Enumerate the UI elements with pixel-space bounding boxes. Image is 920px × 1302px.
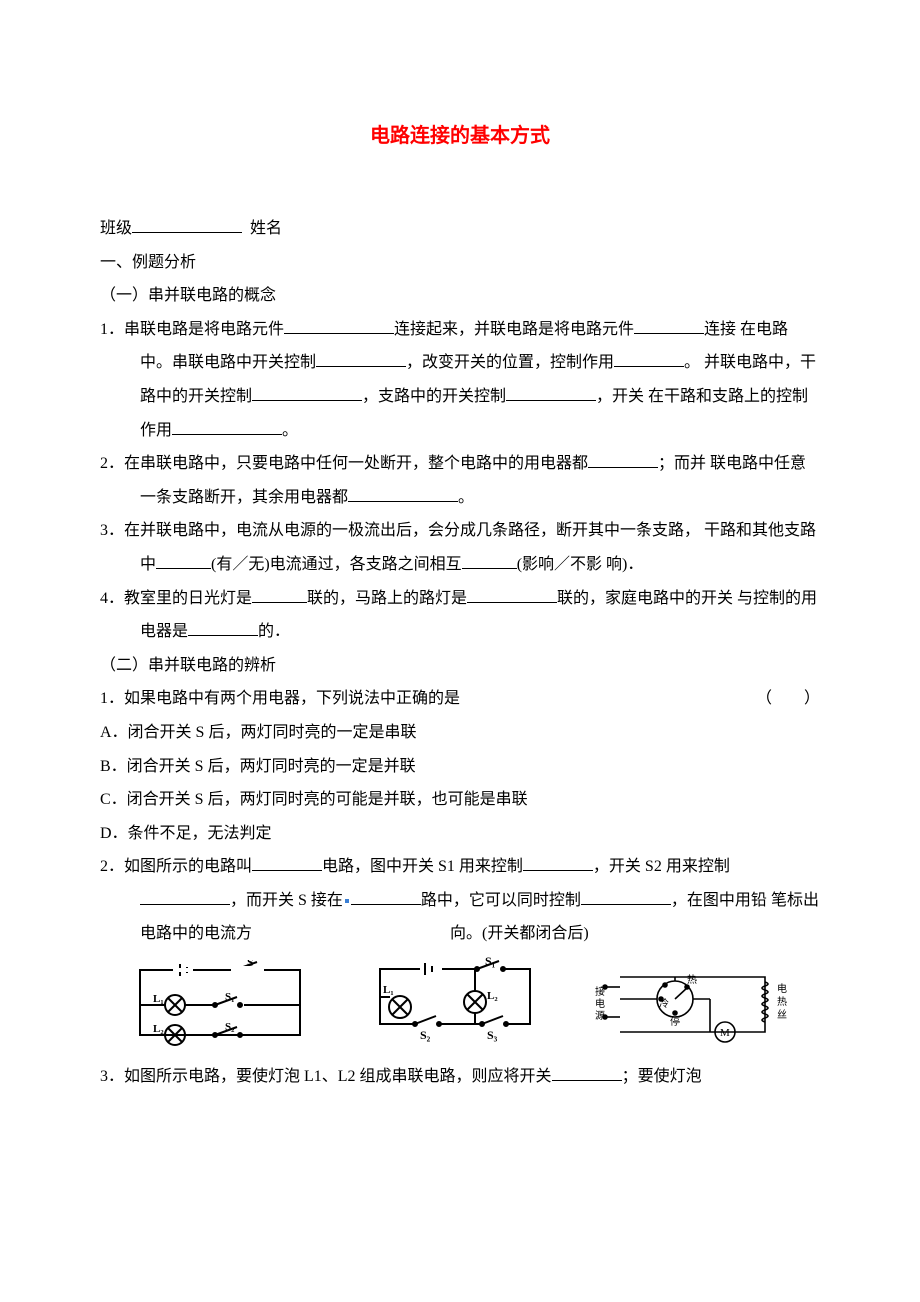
q2b-text: ，在图中用铅 bbox=[671, 892, 767, 909]
subsection-1-heading: （一）串并联电路的概念 bbox=[100, 279, 820, 313]
q2b-text: ，而开关 S 接在 bbox=[230, 892, 343, 909]
circuit-diagram-3: 热 冷 停 M 接 电 源 电 热 丝 bbox=[595, 957, 795, 1052]
blank[interactable] bbox=[252, 384, 362, 401]
class-label: 班级 bbox=[100, 220, 132, 237]
q3-text: (影响／不影 bbox=[517, 556, 602, 573]
blank[interactable] bbox=[140, 888, 230, 905]
blank[interactable] bbox=[172, 418, 282, 435]
q4-text: 联的，马路上的路灯是 bbox=[307, 590, 467, 607]
circuit-diagrams-row: S L₁ S₁ L₂ S₂ bbox=[100, 957, 820, 1052]
page-title: 电路连接的基本方式 bbox=[100, 115, 820, 157]
q2b-text: 2．如图所示的电路叫 bbox=[100, 858, 252, 875]
d3-src1: 接 bbox=[595, 985, 605, 998]
d3-h1: 电 bbox=[777, 982, 787, 995]
q1-text: 。 bbox=[684, 354, 700, 371]
marker-dot-icon bbox=[345, 899, 349, 903]
mc1-optB: B．闭合开关 S 后，两灯同时亮的一定是并联 bbox=[100, 750, 820, 784]
q1: 1．串联电路是将电路元件连接起来，并联电路是将电路元件连接 在电路中。串联电路中… bbox=[100, 313, 820, 447]
header-line: 班级 姓名 bbox=[100, 212, 820, 246]
q1-text: ，改变开关的位置，控制作用 bbox=[406, 354, 614, 371]
q2: 2．在串联电路中，只要电路中任何一处断开，整个电路中的用电器都；而并 联电路中任… bbox=[100, 447, 820, 514]
circuit-diagram-2: S₁ L₁ L₂ S₂ S₃ bbox=[365, 957, 545, 1052]
section-1-heading: 一、例题分析 bbox=[100, 246, 820, 280]
blank[interactable] bbox=[581, 888, 671, 905]
q1-text: 。 bbox=[282, 422, 298, 439]
mc1-stem-text: 1．如果电路中有两个用电器，下列说法中正确的是 bbox=[100, 690, 460, 707]
q1-text: ，支路中的开关控制 bbox=[362, 388, 506, 405]
q1-text: ，开关 bbox=[596, 388, 644, 405]
d1-S: S bbox=[247, 960, 254, 969]
q3-text: (有／无)电流通过，各支路之间相互 bbox=[211, 556, 462, 573]
d2-S3: S₃ bbox=[487, 1028, 498, 1042]
circuit-diagram-1: S L₁ S₁ L₂ S₂ bbox=[125, 960, 315, 1050]
d2-S1: S₁ bbox=[485, 957, 496, 968]
blank[interactable] bbox=[467, 586, 557, 603]
mc1-stem: 1．如果电路中有两个用电器，下列说法中正确的是 （ ） bbox=[100, 682, 820, 716]
d3-hot: 热 bbox=[687, 973, 697, 986]
d2-L1: L₁ bbox=[383, 984, 394, 996]
name-label: 姓名 bbox=[250, 220, 282, 237]
blank[interactable] bbox=[588, 451, 658, 468]
d1-L1: L₁ bbox=[153, 993, 164, 1005]
q3b: 3．如图所示电路，要使灯泡 L1、L2 组成串联电路，则应将开关 ；要使灯泡 bbox=[100, 1060, 820, 1094]
q1-text: 连接 bbox=[704, 321, 736, 338]
q1-text: 连接起来，并联电路是将电路元件 bbox=[394, 321, 634, 338]
blank[interactable] bbox=[462, 552, 517, 569]
q2-text: 。 bbox=[458, 489, 474, 506]
blank[interactable] bbox=[614, 350, 684, 367]
blank[interactable] bbox=[552, 1064, 622, 1081]
d3-h3: 丝 bbox=[777, 1009, 787, 1021]
blank[interactable] bbox=[634, 317, 704, 334]
q2-text: 2．在串联电路中，只要电路中任何一处断开，整个电路中的用电器都 bbox=[100, 455, 588, 472]
q1-text: 1．串联电路是将电路元件 bbox=[100, 321, 284, 338]
blank[interactable] bbox=[351, 888, 421, 905]
d2-S2: S₂ bbox=[420, 1028, 431, 1042]
blank[interactable] bbox=[506, 384, 596, 401]
blank[interactable] bbox=[252, 854, 322, 871]
blank[interactable] bbox=[156, 552, 211, 569]
q4: 4．教室里的日光灯是联的，马路上的路灯是联的，家庭电路中的开关 与控制的用电器是… bbox=[100, 582, 820, 649]
blank[interactable] bbox=[348, 485, 458, 502]
mc1-paren[interactable]: （ ） bbox=[756, 682, 820, 716]
q3: 3．在并联电路中，电流从电源的一极流出后，会分成几条路径，断开其中一条支路， 干… bbox=[100, 514, 820, 581]
blank[interactable] bbox=[188, 619, 258, 636]
d1-L2: L₂ bbox=[153, 1023, 164, 1035]
mc1-optC: C．闭合开关 S 后，两灯同时亮的可能是并联，也可能是串联 bbox=[100, 783, 820, 817]
d3-cold: 冷 bbox=[659, 997, 669, 1010]
q2b-text: 路中，它可以同时控制 bbox=[421, 892, 581, 909]
subsection-2-heading: （二）串并联电路的辨析 bbox=[100, 649, 820, 683]
mc1-optA: A．闭合开关 S 后，两灯同时亮的一定是串联 bbox=[100, 716, 820, 750]
d3-src2: 电 bbox=[595, 997, 605, 1010]
blank[interactable] bbox=[252, 586, 307, 603]
d2-L2: L₂ bbox=[487, 990, 498, 1002]
d3-h2: 热 bbox=[777, 995, 787, 1008]
q4-text: 4．教室里的日光灯是 bbox=[100, 590, 252, 607]
q4-text: 联的，家庭电路中的开关 bbox=[557, 590, 733, 607]
d3-src3: 源 bbox=[595, 1009, 605, 1022]
class-blank[interactable] bbox=[132, 216, 242, 233]
blank[interactable] bbox=[523, 854, 593, 871]
blank[interactable] bbox=[284, 317, 394, 334]
q2b-text: 向。(开关都闭合后) bbox=[450, 925, 589, 942]
d3-M: M bbox=[720, 1027, 730, 1039]
d3-stop: 停 bbox=[670, 1015, 680, 1028]
d1-S1: S₁ bbox=[225, 991, 234, 1003]
q2b: 2．如图所示的电路叫 电路，图中开关 S1 用来控制 ，开关 S2 用来控制 ，而开… bbox=[100, 850, 820, 951]
q3b-text: 3．如图所示电路，要使灯泡 L1、L2 组成串联电路，则应将开关 bbox=[100, 1068, 552, 1085]
blank[interactable] bbox=[316, 350, 406, 367]
mc1-optD: D．条件不足，无法判定 bbox=[100, 817, 820, 851]
q3b-text: ；要使灯泡 bbox=[622, 1068, 702, 1085]
q4-text: 的． bbox=[258, 623, 290, 640]
q2-text: ；而并 bbox=[658, 455, 706, 472]
q2b-text: ，开关 S2 用来控制 bbox=[593, 858, 730, 875]
q2b-text: 电路，图中开关 S1 用来控制 bbox=[322, 858, 523, 875]
q3-text: 3．在并联电路中，电流从电源的一极流出后，会分成几条路径，断开其中一条支路， bbox=[100, 522, 700, 539]
q3-text: 响)． bbox=[606, 556, 643, 573]
d1-S2: S₂ bbox=[225, 1021, 235, 1033]
